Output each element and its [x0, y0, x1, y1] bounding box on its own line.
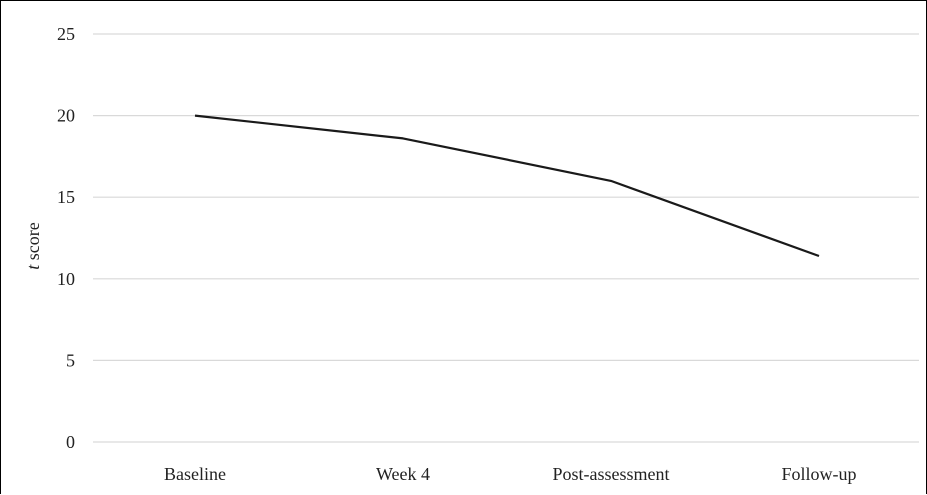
x-category-label-3: Post-assessment	[553, 464, 670, 484]
y-axis-title: t score	[23, 222, 43, 270]
y-tick-label-20: 20	[57, 106, 75, 126]
gridlines	[93, 34, 919, 442]
x-category-label-1: Baseline	[164, 464, 226, 484]
y-tick-label-0: 0	[66, 432, 75, 452]
x-category-labels: Baseline Week 4 Post-assessment Follow-up	[164, 464, 857, 484]
y-tick-label-10: 10	[57, 269, 75, 289]
y-tick-labels: 0 5 10 15 20 25	[57, 24, 75, 452]
y-tick-label-15: 15	[57, 187, 75, 207]
y-tick-label-25: 25	[57, 24, 75, 44]
x-category-label-2: Week 4	[376, 464, 430, 484]
series-line-1	[195, 116, 819, 256]
y-tick-label-5: 5	[66, 350, 75, 370]
series-group	[195, 116, 819, 257]
x-category-label-4: Follow-up	[781, 464, 856, 484]
y-axis-title-rest: score	[23, 222, 43, 264]
